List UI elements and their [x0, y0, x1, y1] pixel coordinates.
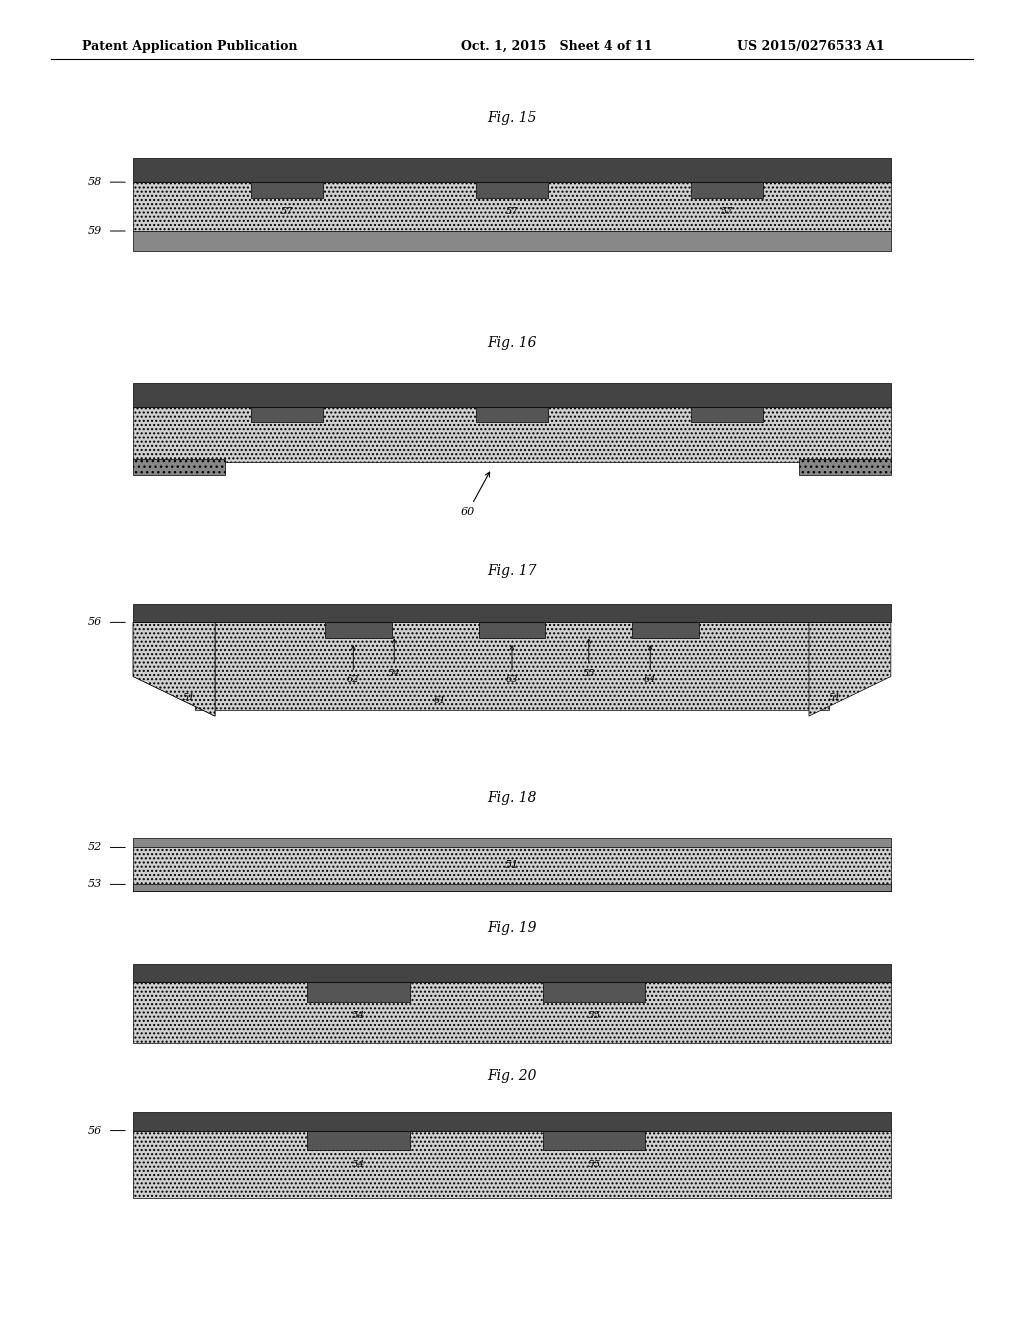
Bar — [133, 459, 225, 475]
Polygon shape — [133, 623, 215, 715]
Text: 54: 54 — [352, 1160, 365, 1168]
Bar — [251, 182, 323, 198]
Text: 54: 54 — [352, 1011, 365, 1020]
Bar — [133, 383, 891, 407]
Text: 54: 54 — [388, 639, 400, 677]
Bar — [133, 605, 891, 623]
Bar — [543, 982, 645, 1002]
Bar — [133, 847, 891, 891]
Text: 62: 62 — [347, 645, 359, 684]
Bar — [326, 623, 391, 639]
Bar — [476, 407, 548, 422]
Text: 56: 56 — [88, 618, 102, 627]
Text: 61: 61 — [434, 697, 446, 705]
Bar — [479, 623, 545, 639]
Bar — [251, 407, 323, 422]
Text: 60: 60 — [461, 473, 489, 517]
Bar — [133, 407, 891, 462]
Bar — [133, 884, 891, 891]
Bar — [195, 623, 829, 710]
Polygon shape — [809, 623, 891, 715]
Text: 55: 55 — [583, 639, 595, 677]
Bar — [633, 623, 699, 639]
Text: Fig. 16: Fig. 16 — [487, 335, 537, 350]
Bar — [476, 182, 548, 198]
Text: Fig. 17: Fig. 17 — [487, 564, 537, 578]
Text: Fig. 20: Fig. 20 — [487, 1069, 537, 1082]
Text: 51: 51 — [828, 693, 841, 702]
Text: US 2015/0276533 A1: US 2015/0276533 A1 — [737, 40, 885, 53]
Text: 55: 55 — [588, 1160, 600, 1168]
Bar — [133, 1111, 891, 1130]
Text: Oct. 1, 2015   Sheet 4 of 11: Oct. 1, 2015 Sheet 4 of 11 — [461, 40, 652, 53]
Bar — [799, 459, 891, 475]
Text: 55: 55 — [588, 1011, 600, 1020]
Text: Patent Application Publication: Patent Application Publication — [82, 40, 297, 53]
Text: 57: 57 — [506, 207, 518, 216]
Text: 64: 64 — [644, 645, 656, 684]
Polygon shape — [133, 623, 215, 715]
Text: 57: 57 — [281, 207, 293, 216]
Bar — [543, 1130, 645, 1150]
Text: Fig. 18: Fig. 18 — [487, 791, 537, 805]
Text: Fig. 15: Fig. 15 — [487, 111, 537, 125]
Bar — [133, 838, 891, 847]
Text: 56: 56 — [88, 1126, 102, 1135]
Bar — [133, 982, 891, 1043]
Text: 59: 59 — [88, 226, 102, 236]
Text: 52: 52 — [88, 842, 102, 853]
Bar — [133, 182, 891, 231]
Bar — [307, 1130, 410, 1150]
Text: 58: 58 — [88, 177, 102, 187]
Bar — [133, 231, 891, 251]
Bar — [133, 1130, 891, 1199]
Bar — [133, 964, 891, 982]
Text: Fig. 19: Fig. 19 — [487, 920, 537, 935]
Text: 53: 53 — [88, 879, 102, 890]
Text: 57: 57 — [721, 207, 733, 216]
Text: 51: 51 — [505, 859, 519, 870]
Bar — [691, 407, 763, 422]
Bar — [133, 158, 891, 182]
Bar — [307, 982, 410, 1002]
Bar — [691, 182, 763, 198]
Text: 63: 63 — [506, 645, 518, 684]
Text: 51: 51 — [183, 693, 196, 702]
